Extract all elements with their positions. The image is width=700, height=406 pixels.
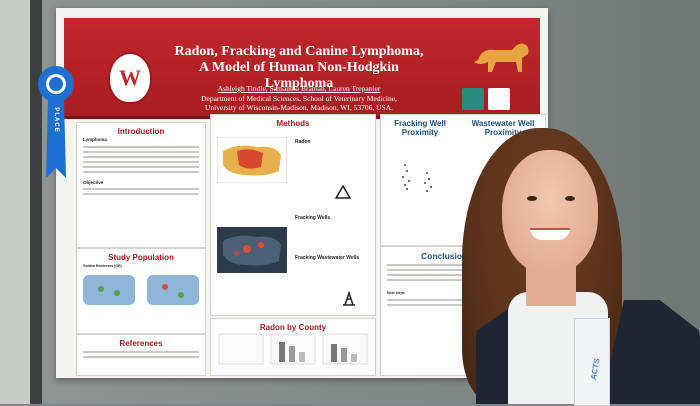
references-heading: References	[119, 339, 163, 348]
fracking-proximity-heading: Fracking Well Proximity	[385, 119, 455, 137]
fracking-wells-subheading: Fracking Wells	[295, 215, 331, 221]
person-face	[502, 150, 598, 274]
methods-section: Methods Radon Fracking Wells Fracking Wa…	[210, 114, 376, 316]
methods-heading: Methods	[276, 119, 310, 128]
radon-county-charts	[218, 333, 368, 365]
left-eye	[527, 196, 537, 201]
sponsor-logo-2	[488, 88, 510, 110]
affiliation-line-1: Department of Medical Sciences, School o…	[201, 93, 397, 103]
objective-subheading: Objective	[83, 179, 104, 185]
fracking-wastewater-subheading: Fracking Wastewater Wells	[295, 255, 360, 261]
fracking-proximity-label: Fracking Well Proximity	[394, 119, 446, 137]
poster-title: Radon, Fracking and Canine Lymphoma, A M…	[164, 44, 434, 92]
sponsor-logo-1	[462, 88, 484, 110]
place-ribbon-award: PLACE	[38, 66, 74, 178]
wastewater-proximity-label: Wastewater Well Proximity	[471, 119, 535, 137]
university-logo: W	[108, 52, 152, 104]
next-steps-subheading: Next steps	[387, 291, 405, 295]
us-maps-figure	[83, 274, 199, 305]
title-line-1: Radon, Fracking and Canine Lymphoma,	[174, 44, 424, 59]
badge-text: ACTS	[589, 357, 602, 381]
ribbon-label: PLACE	[53, 107, 59, 132]
fracking-wells-map	[217, 227, 287, 273]
smile	[530, 228, 570, 240]
radon-subheading: Radon	[295, 139, 311, 145]
radon-zone-map	[217, 137, 287, 183]
poster-banner: W Radon, Fracking and Canine Lymphoma, A…	[64, 18, 540, 119]
author-names: Ashleigh Tindle, Samantha Braman, Lauren…	[217, 84, 381, 93]
lanyard-badge: ACTS	[574, 318, 610, 406]
warning-triangle-icon	[335, 185, 351, 199]
study-population-heading: Study Population	[108, 253, 174, 262]
right-eye	[565, 196, 575, 201]
door-frame	[30, 0, 42, 404]
radon-by-county-section: Radon by County	[210, 318, 376, 376]
introduction-heading: Introduction	[117, 127, 165, 136]
study-population-section: Study Population Golden Retrievers (GR)	[76, 248, 206, 334]
oil-derrick-icon	[343, 291, 355, 306]
wastewater-proximity-heading: Wastewater Well Proximity	[465, 119, 541, 137]
radon-by-county-heading: Radon by County	[259, 323, 327, 332]
introduction-section: Introduction Lymphoma Objective	[76, 122, 206, 248]
affiliation-line-2: University of Wisconsin-Madison, Madison…	[205, 103, 393, 112]
poster-authors: Ashleigh Tindle, Samantha Braman, Lauren…	[164, 84, 434, 113]
references-section: References	[76, 334, 206, 376]
lymphoma-subheading: Lymphoma	[83, 137, 107, 142]
golden-retriever-icon	[474, 43, 529, 72]
logo-letter: W	[119, 65, 141, 90]
golden-retrievers-subheading: Golden Retrievers (GR)	[83, 264, 122, 268]
title-line-2: A Model of Human Non-Hodgkin Lymphoma	[199, 60, 399, 91]
